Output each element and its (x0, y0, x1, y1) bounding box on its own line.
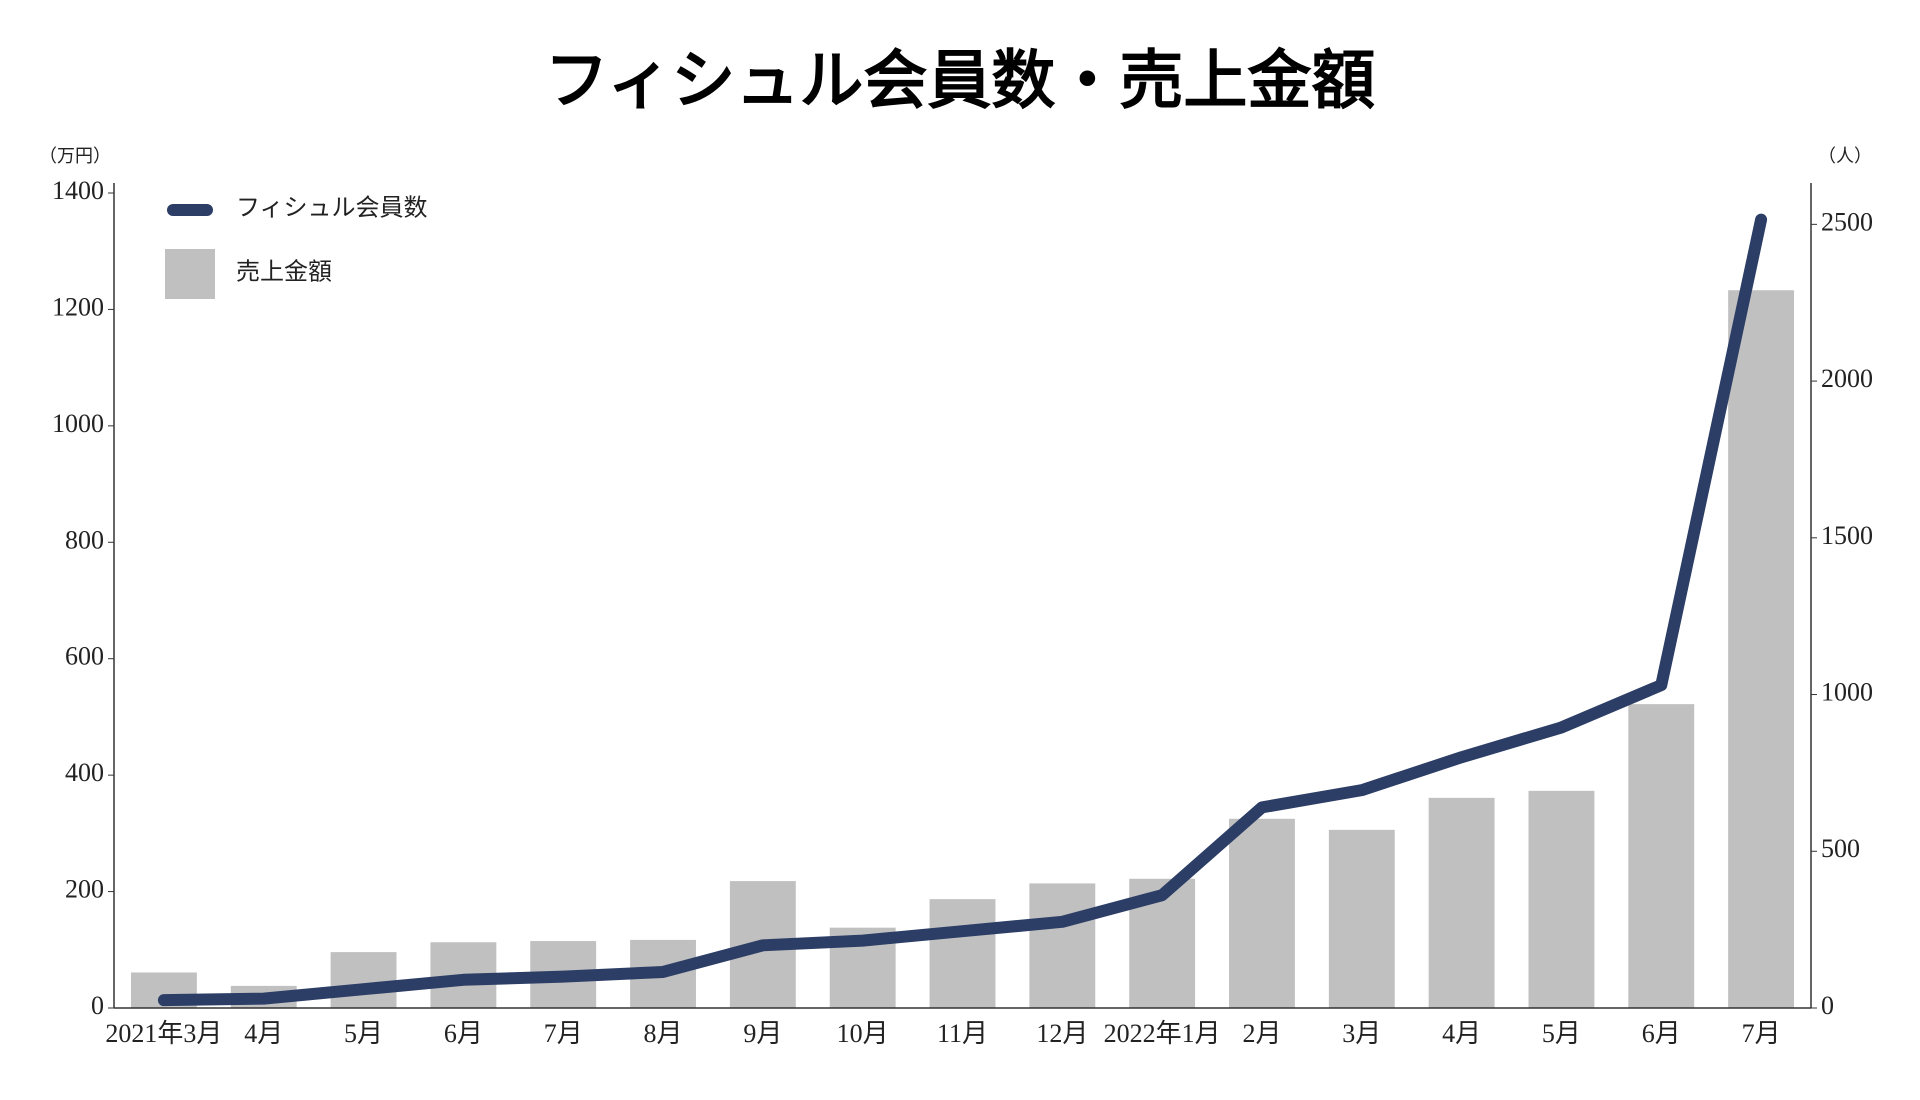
y2-tick-label: 2500 (1821, 207, 1873, 236)
y2-tick-label: 0 (1821, 991, 1834, 1020)
x-tick-label: 12月 (1036, 1019, 1088, 1048)
legend-label: フィシュル会員数 (236, 195, 428, 222)
y-tick-label: 800 (65, 525, 104, 554)
y2-tick-label: 1500 (1821, 521, 1873, 550)
bar (330, 952, 397, 1008)
y-tick-label: 400 (65, 758, 104, 787)
y2-axis-unit: （人） (1818, 146, 1872, 166)
x-tick-label: 5月 (344, 1019, 383, 1048)
y-tick-label: 600 (65, 642, 104, 671)
bar (929, 899, 996, 1008)
x-tick-label: 3月 (1342, 1019, 1381, 1048)
y2-tick-label: 500 (1821, 834, 1860, 863)
chart-title: フィシュル会員数・売上金額 (545, 46, 1376, 117)
x-tick-label: 2022年1月 (1104, 1019, 1221, 1048)
x-tick-label: 5月 (1542, 1019, 1581, 1048)
y-tick-label: 200 (65, 875, 104, 904)
x-tick-label: 4月 (244, 1019, 283, 1048)
y-tick-label: 1000 (52, 409, 104, 438)
legend-swatch (165, 249, 215, 299)
y-tick-label: 0 (91, 991, 104, 1020)
y2-tick-label: 1000 (1821, 678, 1873, 707)
bar (1728, 290, 1795, 1008)
y2-tick-label: 2000 (1821, 364, 1873, 393)
y-tick-label: 1400 (52, 176, 104, 205)
y-axis-unit: （万円） (39, 146, 111, 166)
bar (1029, 883, 1096, 1008)
x-tick-label: 2月 (1242, 1019, 1281, 1048)
x-tick-label: 4月 (1442, 1019, 1481, 1048)
x-tick-label: 10月 (837, 1019, 889, 1048)
y-tick-label: 1200 (52, 292, 104, 321)
bar (1528, 790, 1595, 1008)
line (157, 213, 1768, 1007)
legend-label: 売上金額 (236, 259, 332, 286)
bar (1229, 818, 1295, 1008)
x-tick-label: 6月 (1642, 1019, 1681, 1048)
x-tick-label: 7月 (1742, 1019, 1781, 1048)
bar (1328, 829, 1395, 1008)
x-tick-label: 6月 (444, 1019, 483, 1048)
bar (1628, 704, 1695, 1008)
x-tick-label: 7月 (544, 1019, 583, 1048)
x-tick-label: 9月 (743, 1019, 782, 1048)
x-tick-label: 2021年3月 (105, 1019, 222, 1048)
x-tick-label: 8月 (644, 1019, 683, 1048)
bar (1428, 797, 1495, 1008)
x-tick-label: 11月 (937, 1019, 988, 1048)
